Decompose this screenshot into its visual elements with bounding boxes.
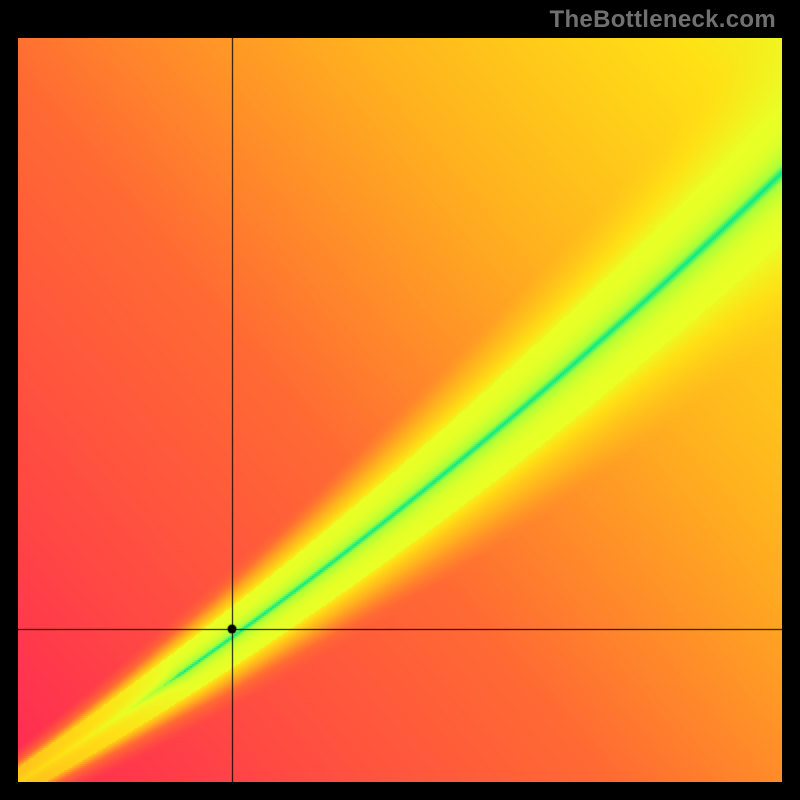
watermark-text: TheBottleneck.com	[550, 6, 776, 34]
heatmap-plot	[18, 38, 782, 782]
chart-container: TheBottleneck.com	[0, 0, 800, 800]
heatmap-canvas	[18, 38, 782, 782]
